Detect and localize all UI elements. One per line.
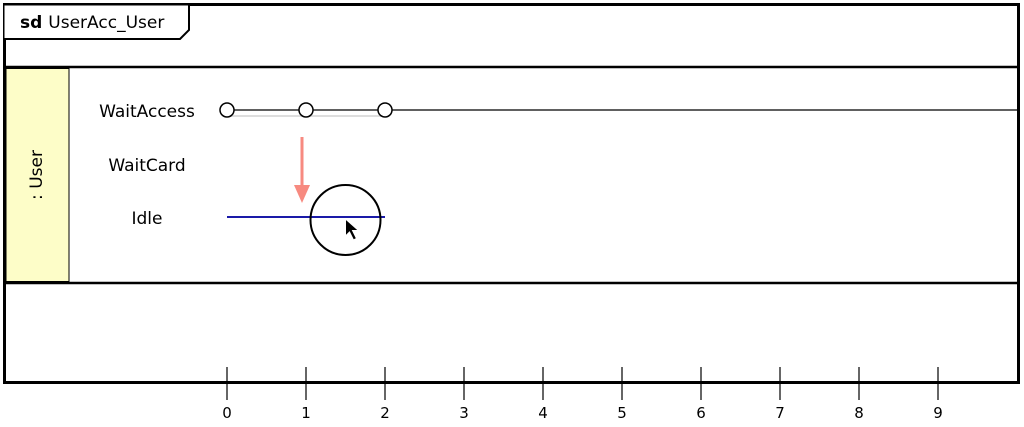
axis-tick-label: 4	[538, 404, 548, 422]
transition-arrow-head	[294, 185, 310, 203]
mouse-pointer-icon	[345, 217, 360, 241]
cursor-highlight-circle	[309, 184, 382, 256]
axis-tick-label: 8	[854, 404, 864, 422]
lifeline-header[interactable]	[5, 68, 70, 282]
time-point-handle[interactable]	[377, 102, 393, 118]
axis-tick-label: 2	[380, 404, 390, 422]
diagram-frame	[3, 3, 1020, 384]
axis-tick-label: 5	[617, 404, 627, 422]
state-label-waitaccess: WaitAccess	[99, 102, 195, 122]
lifeline-name: : User	[27, 150, 47, 200]
frame-keyword: sd	[20, 13, 42, 33]
axis-tick-label: 3	[459, 404, 469, 422]
axis-tick-label: 1	[301, 404, 311, 422]
axis-tick-label: 0	[222, 404, 232, 422]
frame-title-tab	[4, 3, 190, 40]
axis-tick-label: 6	[696, 404, 706, 422]
frame-name: UserAcc_User	[48, 13, 164, 33]
time-point-handle[interactable]	[298, 102, 314, 118]
axis-tick-label: 7	[775, 404, 785, 422]
frame-title: sd UserAcc_User	[20, 13, 164, 33]
time-point-handle[interactable]	[219, 102, 235, 118]
state-label-waitcard: WaitCard	[108, 156, 185, 176]
state-label-idle: Idle	[132, 209, 163, 229]
axis-tick-label: 9	[933, 404, 943, 422]
